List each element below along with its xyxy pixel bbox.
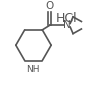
Text: N: N [63,20,70,30]
Text: HCl: HCl [56,12,78,25]
Text: O: O [46,1,54,11]
Text: NH: NH [26,65,39,74]
